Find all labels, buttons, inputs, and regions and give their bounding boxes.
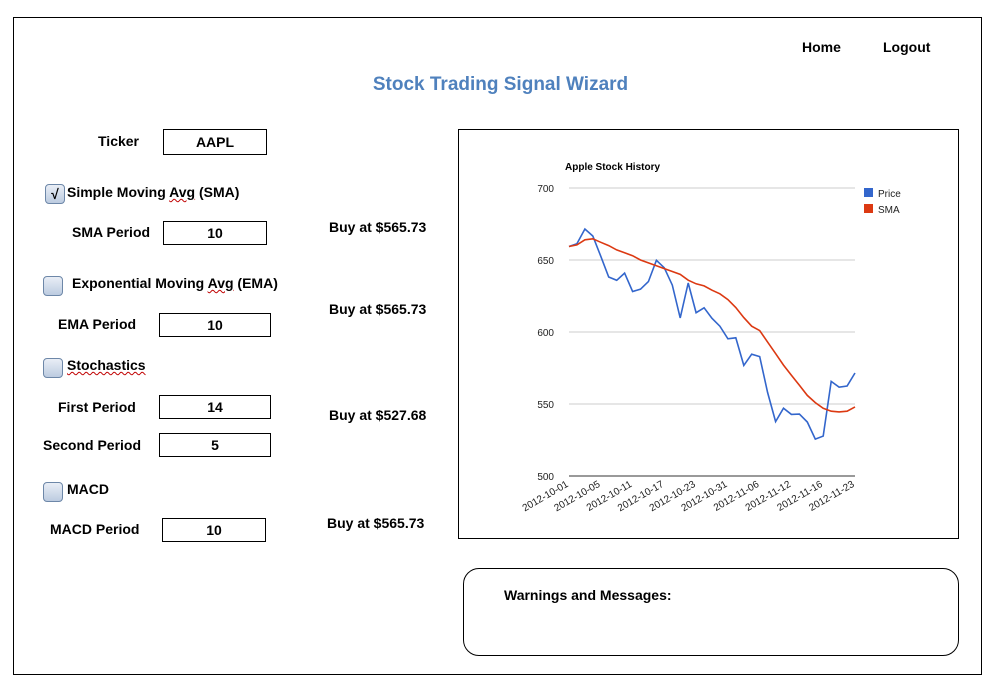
sma-period-label: SMA Period [72,224,151,240]
price-series-line [568,227,856,441]
sma-checkbox[interactable]: √ [45,184,65,204]
ema-period-label: EMA Period [58,316,137,332]
y-tick-label: 650 [537,256,554,267]
chart-title: Apple Stock History [565,162,660,173]
stochastics-checkbox-label: Stochastics [67,357,146,373]
sma-period-input[interactable]: 10 [163,221,267,245]
sma-legend-label: SMA [878,205,900,216]
second-period-label: Second Period [43,437,142,453]
macd-checkbox-label: MACD [67,481,109,497]
macd-checkbox[interactable] [43,482,63,502]
ema-period-input[interactable]: 10 [159,313,271,337]
sma-checkbox-label: Simple Moving Avg (SMA) [67,184,240,200]
page-title: Stock Trading Signal Wizard [372,74,629,95]
y-tick-label: 600 [537,328,554,339]
ema-checkbox[interactable] [43,276,63,296]
stochastics-checkbox[interactable] [43,358,63,378]
messages-panel: Warnings and Messages: [463,568,959,656]
ema-signal: Buy at $565.73 [329,301,427,317]
y-tick-label: 550 [537,400,554,411]
sma-series-line [568,237,856,413]
chart-panel: Apple Stock History 500 550 600 650 700 2012… [458,129,959,539]
messages-title: Warnings and Messages: [504,587,672,603]
first-period-input[interactable]: 14 [159,395,271,419]
macd-period-label: MACD Period [50,521,140,537]
page-frame [13,17,982,675]
home-link[interactable]: Home [802,39,841,55]
first-period-label: First Period [58,399,136,415]
stochastics-signal: Buy at $527.68 [329,407,427,423]
y-tick-label: 500 [537,472,554,483]
ticker-label: Ticker [98,133,139,149]
sma-legend-swatch [864,204,873,213]
macd-signal: Buy at $565.73 [327,515,425,531]
sma-signal: Buy at $565.73 [329,219,427,235]
logout-link[interactable]: Logout [883,39,931,55]
second-period-input[interactable]: 5 [159,433,271,457]
ticker-input[interactable]: AAPL [163,129,267,155]
price-legend-label: Price [878,189,901,200]
macd-period-input[interactable]: 10 [162,518,266,542]
y-tick-label: 700 [537,184,554,195]
price-legend-swatch [864,188,873,197]
ema-checkbox-label: Exponential Moving Avg (EMA) [72,275,278,291]
